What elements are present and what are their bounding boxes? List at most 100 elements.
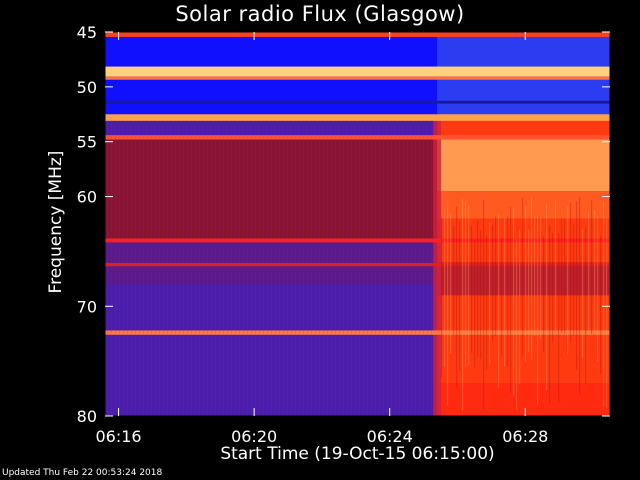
burst-streak — [501, 238, 503, 357]
burst-streak — [606, 218, 608, 408]
burst-streak — [525, 206, 527, 363]
line-64 — [105, 238, 610, 243]
burst-streak — [600, 236, 602, 375]
y-tick-label: 60 — [77, 188, 97, 207]
burst-streak — [576, 201, 578, 371]
burst-streak — [471, 226, 473, 353]
quiet-streak — [211, 119, 212, 417]
line-54-6 — [105, 135, 610, 140]
burst-streak — [495, 216, 497, 337]
quiet-streak — [259, 119, 260, 417]
burst-streak — [519, 229, 521, 385]
quiet-streak — [135, 119, 136, 417]
quiet-streak — [307, 119, 308, 417]
burst-streak — [462, 198, 464, 411]
quiet-streak — [319, 119, 320, 417]
quiet-streak — [199, 119, 200, 417]
line-49-2 — [105, 76, 610, 80]
quiet-streak — [427, 119, 428, 417]
band-violet-pre — [105, 240, 438, 285]
quiet-streak — [331, 119, 332, 417]
burst-streak — [597, 215, 599, 362]
line-45 — [105, 31, 610, 37]
burst-streak — [594, 209, 596, 331]
quiet-streak — [183, 119, 184, 417]
quiet-streak — [407, 119, 408, 417]
quiet-streak — [291, 119, 292, 417]
burst-streak — [483, 200, 485, 410]
burst-streak — [567, 206, 569, 355]
quiet-streak — [399, 119, 400, 417]
quiet-streak — [251, 119, 252, 417]
y-tick-label: 80 — [77, 407, 97, 426]
quiet-streak — [147, 119, 148, 417]
burst-streak — [579, 196, 581, 395]
quiet-streak — [203, 119, 204, 417]
quiet-streak — [403, 119, 404, 417]
quiet-streak — [355, 119, 356, 417]
burst-streak — [573, 223, 575, 336]
burst-lower-band — [437, 383, 610, 416]
burst-streak — [522, 197, 524, 357]
quiet-streak — [343, 119, 344, 417]
burst-edge — [433, 119, 442, 417]
burst-streak — [444, 207, 446, 368]
burst-streak — [441, 218, 443, 378]
quiet-streak — [171, 119, 172, 417]
burst-streak — [453, 225, 455, 335]
x-tick-label: 06:16 — [96, 427, 142, 446]
burst-streak — [516, 239, 518, 410]
quiet-streak — [279, 119, 280, 417]
burst-peak-band — [437, 136, 610, 192]
burst-mid-band — [437, 262, 610, 296]
x-axis-label: Start Time (19-Oct-15 06:15:00) — [220, 444, 495, 464]
burst-streak — [477, 220, 479, 358]
quiet-streak — [179, 119, 180, 417]
quiet-streak — [191, 119, 192, 417]
burst-streak — [474, 239, 476, 368]
quiet-streak — [335, 119, 336, 417]
burst-streak — [555, 200, 557, 331]
line-66-2 — [105, 262, 610, 267]
burst-streak — [486, 235, 488, 370]
quiet-streak — [159, 119, 160, 417]
burst-streak — [504, 218, 506, 367]
quiet-streak — [215, 119, 216, 417]
quiet-streak — [383, 119, 384, 417]
quiet-streak — [379, 119, 380, 417]
line-52-8 — [105, 114, 610, 121]
quiet-streak — [139, 119, 140, 417]
burst-streak — [456, 206, 458, 388]
quiet-streak — [391, 119, 392, 417]
quiet-streak — [167, 119, 168, 417]
burst-streak — [528, 228, 530, 352]
quiet-streak — [227, 119, 228, 417]
quiet-streak — [415, 119, 416, 417]
burst-streak — [546, 203, 548, 391]
burst-streak — [543, 235, 545, 352]
band-red-pre — [105, 136, 438, 241]
burst-streak — [510, 206, 512, 394]
quiet-streak — [423, 119, 424, 417]
burst-streak — [489, 223, 491, 364]
quiet-streak — [175, 119, 176, 417]
quiet-streak — [143, 119, 144, 417]
quiet-streak — [263, 119, 264, 417]
burst-streak — [492, 225, 494, 341]
quiet-streak — [123, 119, 124, 417]
y-tick-label: 45 — [77, 23, 97, 42]
plot-frame — [104, 31, 611, 417]
chart-title: Solar radio Flux (Glasgow) — [175, 2, 465, 26]
burst-streak — [552, 233, 554, 344]
quiet-streak — [207, 119, 208, 417]
quiet-streak — [275, 119, 276, 417]
quiet-streak — [151, 119, 152, 417]
quiet-streak — [419, 119, 420, 417]
quiet-streak — [359, 119, 360, 417]
quiet-streak — [247, 119, 248, 417]
quiet-streak — [243, 119, 244, 417]
y-tick-label: 70 — [77, 297, 97, 316]
burst-streak — [480, 230, 482, 360]
quiet-streak — [271, 119, 272, 417]
burst-streak — [588, 212, 590, 336]
